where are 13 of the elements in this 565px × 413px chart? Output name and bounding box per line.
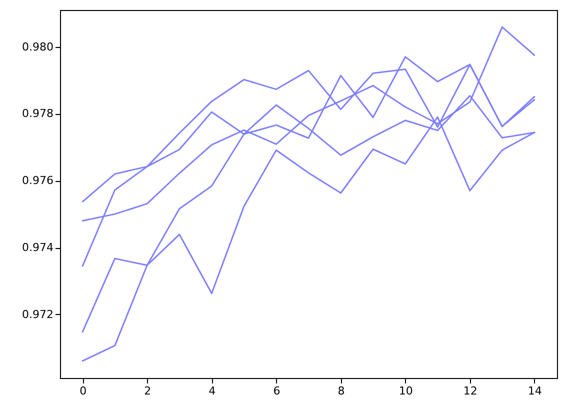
x-tick-label: 8 <box>338 384 345 398</box>
x-tick-label: 14 <box>528 384 542 398</box>
x-tick-label: 0 <box>80 384 87 398</box>
y-tick-label: 0.976 <box>22 174 54 188</box>
x-tick-label: 12 <box>463 384 478 398</box>
x-tick-label: 4 <box>208 384 216 398</box>
x-tick-label: 10 <box>398 384 413 398</box>
x-tick-label: 6 <box>273 384 280 398</box>
y-tick-label: 0.978 <box>22 107 54 120</box>
y-tick-label: 0.980 <box>22 40 54 54</box>
y-tick-label: 0.974 <box>22 241 54 254</box>
y-tick-label: 0.972 <box>22 308 54 321</box>
x-tick-label: 2 <box>144 384 152 398</box>
